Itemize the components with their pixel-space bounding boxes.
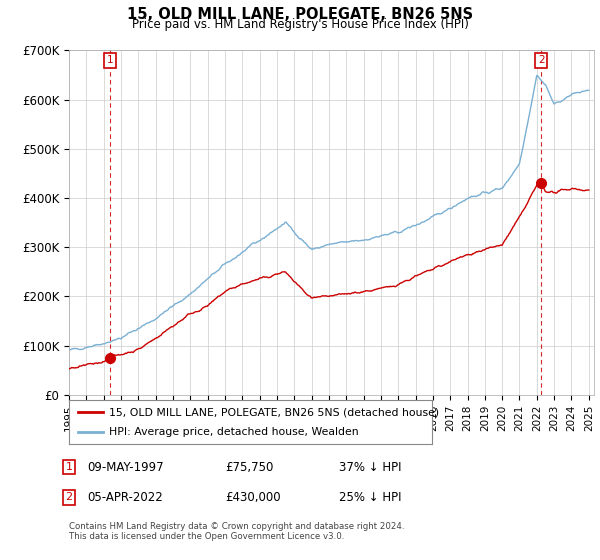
Text: 15, OLD MILL LANE, POLEGATE, BN26 5NS (detached house): 15, OLD MILL LANE, POLEGATE, BN26 5NS (d… xyxy=(109,408,439,417)
Text: £430,000: £430,000 xyxy=(225,491,281,504)
Text: 05-APR-2022: 05-APR-2022 xyxy=(87,491,163,504)
Text: 2: 2 xyxy=(65,492,73,502)
Text: 1: 1 xyxy=(106,55,113,66)
Text: 25% ↓ HPI: 25% ↓ HPI xyxy=(339,491,401,504)
Text: 15, OLD MILL LANE, POLEGATE, BN26 5NS: 15, OLD MILL LANE, POLEGATE, BN26 5NS xyxy=(127,7,473,22)
Text: 09-MAY-1997: 09-MAY-1997 xyxy=(87,460,164,474)
Text: 2: 2 xyxy=(538,55,544,66)
Text: £75,750: £75,750 xyxy=(225,460,274,474)
Text: HPI: Average price, detached house, Wealden: HPI: Average price, detached house, Weal… xyxy=(109,427,359,437)
Text: Price paid vs. HM Land Registry's House Price Index (HPI): Price paid vs. HM Land Registry's House … xyxy=(131,18,469,31)
Text: 1: 1 xyxy=(65,462,73,472)
Text: Contains HM Land Registry data © Crown copyright and database right 2024.
This d: Contains HM Land Registry data © Crown c… xyxy=(69,522,404,542)
Text: 37% ↓ HPI: 37% ↓ HPI xyxy=(339,460,401,474)
